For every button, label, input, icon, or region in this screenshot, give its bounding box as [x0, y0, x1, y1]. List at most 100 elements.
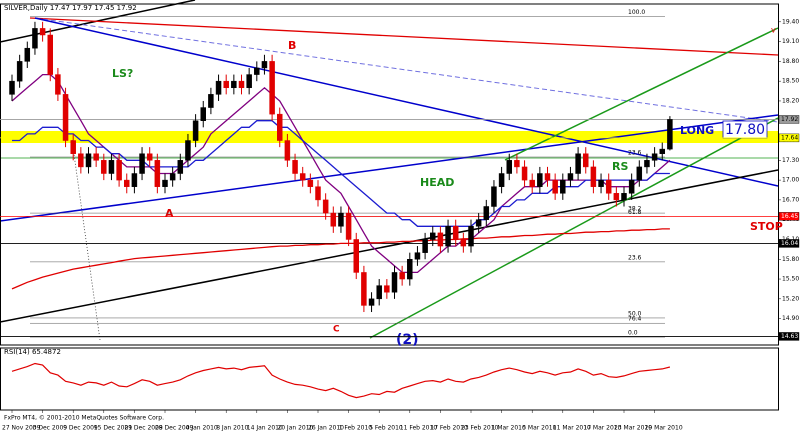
candle-body — [537, 173, 543, 187]
fib-label: 76.4 — [628, 316, 642, 323]
annotation: LS? — [112, 67, 133, 80]
candle-body — [452, 226, 459, 240]
candle-body — [345, 212, 352, 240]
candle-body — [605, 179, 612, 194]
candle-body — [613, 193, 620, 201]
candle-body — [560, 179, 566, 194]
candle-body — [154, 160, 161, 187]
candle-body — [460, 239, 467, 247]
y-tick-label: 18.50 — [782, 78, 799, 85]
candle-body — [667, 119, 673, 150]
candle-body — [621, 193, 627, 201]
candle-body — [422, 239, 428, 253]
candle-body — [277, 113, 283, 141]
candle-body — [124, 179, 130, 187]
candle-body — [330, 212, 337, 227]
x-tick-label: 11 Feb 2010 — [400, 425, 438, 432]
candle-body — [246, 74, 252, 89]
main-panel — [0, 3, 779, 346]
candle-body — [70, 140, 76, 154]
candle-body — [552, 179, 558, 194]
candle-body — [628, 179, 635, 194]
candle-body — [475, 219, 482, 227]
x-tick-label: 14 Jan 2010 — [247, 425, 283, 432]
candle-body — [315, 186, 321, 201]
price-tag-label: 17.64 — [781, 134, 798, 141]
rsi-line — [11, 362, 671, 399]
candle-body — [24, 47, 31, 62]
candle-body — [544, 173, 551, 181]
price-tag-label: 16.04 — [781, 240, 798, 247]
trend-line — [34, 17, 779, 123]
y-tick-label: 16.70 — [782, 196, 799, 203]
fib-label: 50.0 — [628, 310, 642, 317]
fib-label: 38.2 — [628, 206, 642, 213]
candle-body — [85, 153, 92, 168]
price-tag — [778, 239, 800, 248]
annotation: v — [771, 26, 776, 35]
annotation: RS — [612, 160, 628, 173]
x-tick-label: 27 Nov 2009 — [2, 425, 41, 432]
candle-body — [208, 94, 214, 108]
candle-body — [261, 61, 268, 69]
candle-body — [583, 153, 589, 168]
candle-body — [491, 186, 497, 207]
candle-body — [223, 80, 229, 89]
candle-body — [407, 259, 413, 280]
x-tick-label: 23 Mar 2010 — [614, 425, 652, 432]
candle-body — [139, 153, 145, 174]
candle-body — [55, 74, 61, 95]
y-tick-label: 15.20 — [782, 295, 799, 302]
candle-body — [391, 272, 398, 293]
moving-average — [11, 228, 670, 290]
x-tick-label: 1 Mar 2010 — [492, 425, 526, 432]
price-tag — [778, 332, 800, 341]
candle-body — [575, 153, 581, 174]
candle-body — [590, 166, 597, 187]
trend-line — [0, 169, 779, 323]
candle-body — [101, 160, 107, 174]
y-tick-label: 19.10 — [782, 38, 799, 45]
candle-body — [361, 272, 367, 306]
candle-body — [567, 173, 574, 181]
candle-body — [376, 285, 382, 300]
candle-body — [368, 298, 375, 306]
trend-line — [369, 117, 779, 339]
candle-body — [93, 153, 99, 161]
annotation: B — [288, 39, 296, 52]
x-tick-label: 26 Jan 2010 — [308, 425, 344, 432]
candle-body — [353, 239, 359, 273]
trend-line — [29, 17, 779, 56]
candle-body — [506, 160, 512, 174]
fib-label: 23.6 — [628, 150, 642, 157]
price-tag-label: 16.45 — [781, 213, 798, 220]
x-tick-label: 21 Dec 2009 — [124, 425, 163, 432]
annotation: C — [333, 325, 340, 335]
indicator-title: RSI(14) 65.4872 — [4, 348, 61, 356]
candle-body — [445, 226, 451, 247]
fib-label: 0.0 — [628, 330, 638, 337]
candle-body — [468, 226, 474, 247]
candle-body — [192, 120, 199, 141]
candle-body — [131, 173, 138, 187]
x-tick-label: 17 Feb 2010 — [430, 425, 468, 432]
candle-body — [437, 232, 444, 247]
indicator-panel — [0, 347, 779, 411]
y-tick-label: 17.30 — [782, 157, 799, 164]
candle-body — [47, 34, 53, 75]
annotation: STOP — [750, 220, 783, 233]
candle-body — [269, 61, 275, 115]
candle-body — [659, 148, 665, 154]
candle-body — [32, 28, 38, 49]
y-tick-label: 18.20 — [782, 97, 799, 104]
candle-body — [169, 173, 176, 181]
x-tick-label: 9 Dec 2009 — [63, 425, 98, 432]
annotation: 17.80 — [725, 122, 765, 138]
candle-body — [514, 160, 520, 168]
candle-body — [108, 160, 115, 174]
price-tag — [778, 115, 800, 124]
y-tick-label: 19.40 — [782, 18, 799, 25]
candle-body — [384, 285, 390, 293]
candle-body — [322, 199, 329, 214]
